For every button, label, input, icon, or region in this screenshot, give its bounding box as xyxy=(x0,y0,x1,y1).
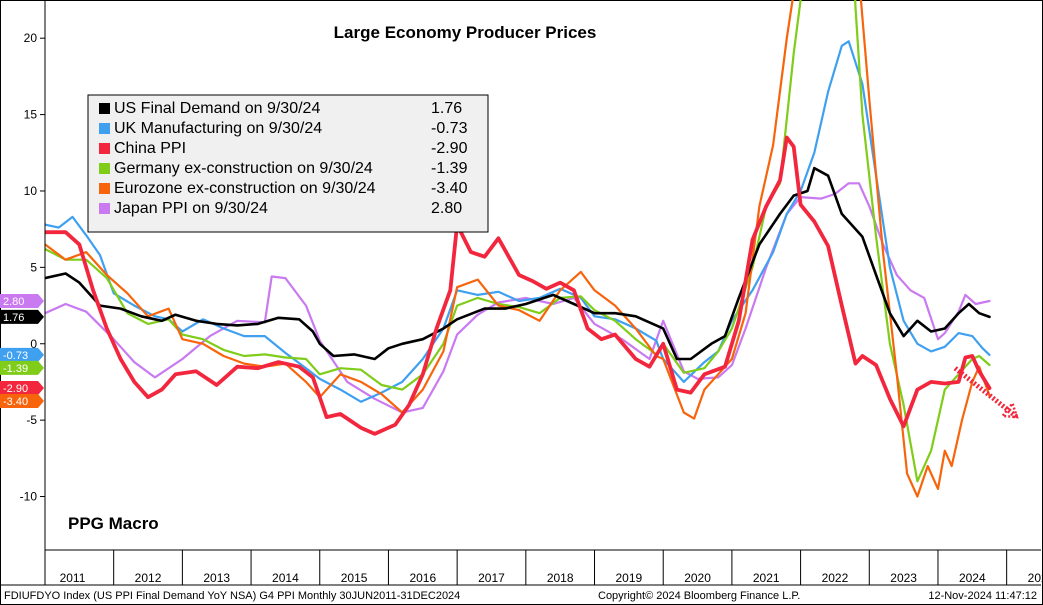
chart-title: Large Economy Producer Prices xyxy=(334,23,597,42)
legend: US Final Demand on 9/30/24 1.76 UK Manufac… xyxy=(87,94,489,233)
legend-label: Japan PPI on 9/30/24 xyxy=(114,200,268,217)
x-tick-label: 2013 xyxy=(203,571,230,585)
x-tick-label: 2012 xyxy=(135,571,162,585)
legend-value: 2.80 xyxy=(431,200,462,217)
footer-source: FDIUFDYO Index (US PPI Final Demand YoY … xyxy=(4,590,460,602)
y-tick-label: 10 xyxy=(24,184,38,198)
legend-swatch xyxy=(99,143,110,154)
x-tick-label: 2019 xyxy=(616,571,643,585)
value-badge-label: 1.76 xyxy=(3,312,24,324)
legend-swatch xyxy=(99,103,110,114)
y-tick-label: 15 xyxy=(24,108,38,122)
footer-timestamp: 12-Nov-2024 11:47:12 xyxy=(928,590,1037,602)
y-tick-label: -5 xyxy=(26,413,37,427)
legend-value: -0.73 xyxy=(431,120,468,137)
value-badge xyxy=(0,347,44,362)
legend-value: -2.90 xyxy=(431,140,468,157)
projection-arrow xyxy=(953,366,1019,420)
y-tick-label: 5 xyxy=(30,260,37,274)
x-tick-label: 2017 xyxy=(478,571,505,585)
value-badge xyxy=(0,309,44,324)
projection-arrowhead xyxy=(1000,400,1019,419)
value-badge xyxy=(0,394,44,409)
x-tick-label: 2018 xyxy=(547,571,574,585)
x-tick-label: 2021 xyxy=(753,571,780,585)
value-badge xyxy=(0,360,44,375)
series-line xyxy=(45,166,991,361)
x-tick-label: 2011 xyxy=(60,571,86,585)
legend-swatch xyxy=(99,123,110,134)
value-badge xyxy=(0,381,44,396)
value-badge-label: 2.80 xyxy=(3,296,24,308)
x-tick-label: 2020 xyxy=(684,571,711,585)
value-badge xyxy=(0,293,44,308)
footer-copyright: Copyright© 2024 Bloomberg Finance L.P. xyxy=(598,590,800,602)
series-line xyxy=(45,0,991,483)
x-tick-label: 2014 xyxy=(272,571,299,585)
legend-label: Eurozone ex-construction on 9/30/24 xyxy=(114,180,376,197)
x-tick-label: 2024 xyxy=(959,571,986,585)
y-tick-label: 0 xyxy=(30,337,37,351)
legend-label: UK Manufacturing on 9/30/24 xyxy=(114,120,322,137)
value-badge-label: -0.73 xyxy=(3,350,28,362)
value-badge-label: -2.90 xyxy=(3,383,28,395)
x-tick-label: 2015 xyxy=(341,571,368,585)
value-badge-label: -3.40 xyxy=(3,396,28,408)
x-tick-label: 2025 xyxy=(1028,571,1043,585)
series-line xyxy=(45,182,991,414)
y-tick-label: 20 xyxy=(24,31,38,45)
legend-swatch xyxy=(99,163,110,174)
legend-value: -3.40 xyxy=(431,180,468,197)
legend-label: China PPI xyxy=(114,140,186,157)
brand-label: PPG Macro xyxy=(68,514,159,533)
x-tick-label: 2022 xyxy=(822,571,849,585)
legend-box xyxy=(87,94,489,233)
legend-label: Germany ex-construction on 9/30/24 xyxy=(114,160,373,177)
series-line xyxy=(45,135,992,436)
x-tick-label: 2023 xyxy=(890,571,917,585)
value-badge-label: -1.39 xyxy=(3,363,28,375)
legend-label: US Final Demand on 9/30/24 xyxy=(114,100,320,117)
y-tick-label: -10 xyxy=(20,490,38,504)
series-line xyxy=(45,0,991,498)
legend-value: 1.76 xyxy=(431,100,462,117)
legend-swatch xyxy=(99,203,110,214)
legend-swatch xyxy=(99,183,110,194)
series-line xyxy=(45,40,991,403)
legend-value: -1.39 xyxy=(431,160,468,177)
x-tick-label: 2016 xyxy=(409,571,436,585)
